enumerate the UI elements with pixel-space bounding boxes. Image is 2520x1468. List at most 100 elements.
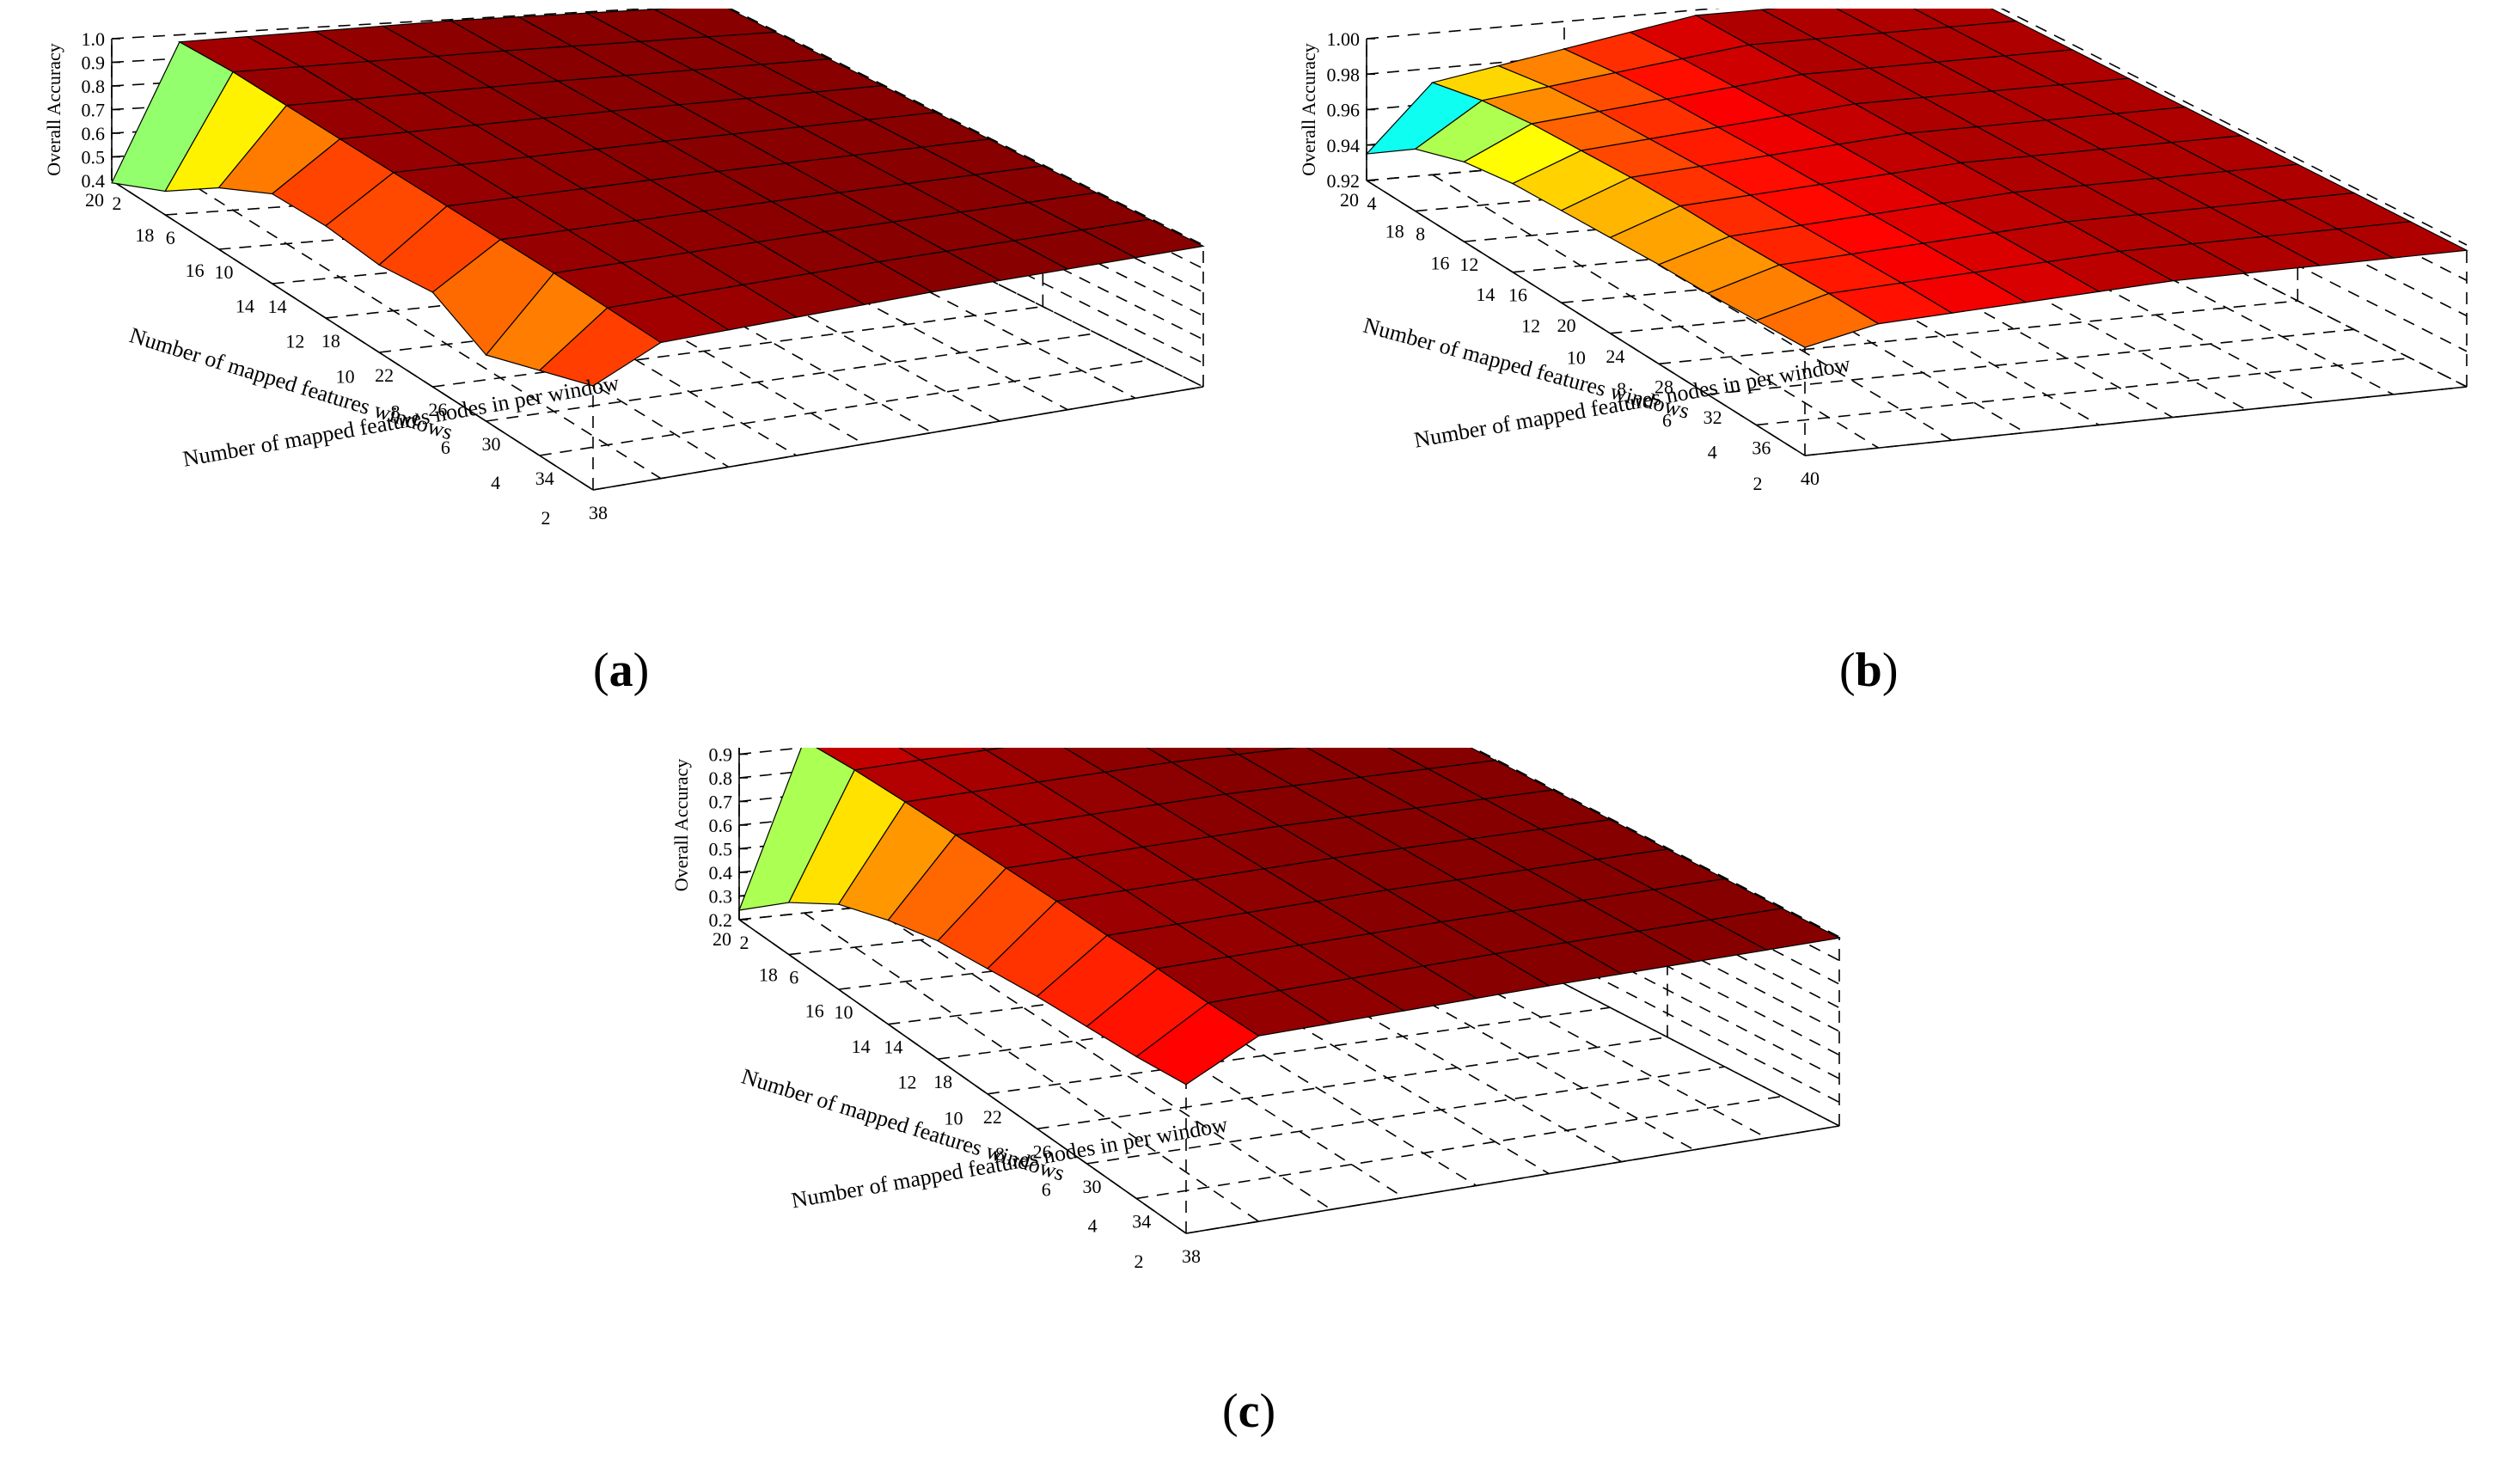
surface-plot-a: 0.40.50.60.70.80.91.02610141822263034382… <box>43 9 1205 529</box>
y-tick-label: 4 <box>1708 441 1717 462</box>
wall-grid-line <box>111 9 1204 246</box>
floor-grid-line <box>1037 1036 1668 1130</box>
x-tick-label: 24 <box>1606 346 1624 367</box>
y-tick-label: 6 <box>441 437 450 458</box>
floor-grid-line <box>1707 328 2354 395</box>
caption-b: (b) <box>1839 644 1899 697</box>
z-tick-label: 0.4 <box>82 170 106 192</box>
x-tick-label: 38 <box>1182 1245 1201 1267</box>
x-tick-label: 22 <box>983 1106 1002 1128</box>
y-tick-label: 10 <box>336 366 355 388</box>
z-axis-label: Overall Accuracy <box>1298 43 1319 176</box>
x-tick-label: 30 <box>1082 1176 1101 1197</box>
y-tick-label: 20 <box>85 189 104 211</box>
z-tick-label: 0.6 <box>82 123 106 144</box>
surface <box>111 9 1205 387</box>
y-tick-label: 16 <box>1431 252 1450 273</box>
y-tick-label: 18 <box>759 964 778 986</box>
y-tick-label: 4 <box>1088 1214 1098 1236</box>
x-tick-label: 18 <box>933 1071 952 1092</box>
chart-panel-a: 0.4 0.5 0.6 0.7 0.8 0.9 1.0 2 6 10 14 18 22 26 30 34 38 2… <box>17 9 1246 610</box>
wall-grid-line <box>1471 748 1840 938</box>
y-tick-label: 2 <box>1753 473 1763 494</box>
z-tick-label: 0.7 <box>82 100 106 121</box>
x-axis-line <box>1185 1125 1840 1234</box>
chart-panel-c: 0.20.30.40.50.60.70.80.91.02610141822263… <box>636 748 1874 1367</box>
y-tick-label: 8 <box>391 401 401 423</box>
surface <box>738 748 1841 1086</box>
z-axis-label: Overall Accuracy <box>43 43 64 176</box>
x-axis-line <box>1804 386 2468 456</box>
x-tick-label: 36 <box>1752 437 1771 458</box>
x-tick-label: 34 <box>1132 1210 1151 1232</box>
y-tick-label: 20 <box>713 928 731 950</box>
floor-grid-line <box>1136 1095 1783 1200</box>
y-tick-label: 16 <box>186 260 205 281</box>
y-tick-label: 2 <box>1135 1251 1144 1272</box>
x-tick-label: 28 <box>1655 376 1673 397</box>
z-tick-label: 0.96 <box>1327 100 1361 121</box>
surface-plot-c: 0.20.30.40.50.60.70.80.91.02610141822263… <box>670 748 1841 1272</box>
floor-grid-line <box>1658 300 2298 365</box>
x-axis-line <box>1366 180 1806 456</box>
y-tick-label: 6 <box>1662 410 1672 431</box>
z-tick-label: 1.0 <box>82 28 106 50</box>
y-tick-label: 10 <box>944 1107 963 1129</box>
y-tick-label: 2 <box>541 507 551 529</box>
x-axis-line <box>592 386 1204 491</box>
x-axis-line <box>111 180 594 491</box>
y-tick-label: 12 <box>898 1072 917 1093</box>
y-tick-label: 20 <box>1340 189 1359 211</box>
y-tick-label: 16 <box>805 1000 824 1021</box>
x-tick-label: 38 <box>589 502 608 523</box>
x-tick-label: 26 <box>428 399 447 420</box>
x-tick-label: 22 <box>375 364 394 386</box>
floor-grid-line <box>1258 866 1767 1139</box>
z-tick-label: 0.6 <box>709 815 733 836</box>
x-tick-label: 30 <box>482 433 501 455</box>
surface-patch <box>538 307 662 387</box>
x-tick-label: 6 <box>789 967 798 988</box>
floor-grid-line <box>804 912 1259 1222</box>
z-tick-label: 0.8 <box>709 768 733 789</box>
x-tick-label: 12 <box>1459 254 1478 275</box>
z-tick-label: 0.3 <box>709 886 733 908</box>
y-tick-label: 8 <box>1617 378 1626 400</box>
z-tick-label: 0.9 <box>82 52 106 74</box>
floor-grid-line <box>1086 1066 1725 1165</box>
surface-plot-b: 0.920.940.960.981.0048121620242832364024… <box>1298 9 2469 494</box>
x-tick-label: 34 <box>535 468 554 489</box>
x-tick-label: 4 <box>1367 193 1377 214</box>
x-tick-label: 26 <box>1033 1141 1052 1162</box>
z-tick-label: 0.5 <box>82 147 106 168</box>
z-tick-label: 0.7 <box>709 792 733 813</box>
floor-grid-line <box>1432 174 1879 449</box>
x-tick-label: 14 <box>268 296 287 317</box>
y-tick-label: 4 <box>491 472 500 493</box>
x-tick-label: 14 <box>884 1037 902 1058</box>
y-tick-label: 14 <box>1476 284 1495 305</box>
y-tick-label: 10 <box>1567 346 1586 368</box>
x-tick-label: 2 <box>740 932 749 953</box>
surface-patch <box>1135 1002 1260 1086</box>
x-tick-label: 8 <box>1416 223 1425 245</box>
z-tick-label: 0.4 <box>709 862 733 884</box>
y-tick-label: 14 <box>852 1036 871 1057</box>
y-tick-label: 6 <box>1042 1179 1051 1201</box>
x-tick-label: 2 <box>113 193 122 214</box>
y-tick-label: 12 <box>285 330 304 352</box>
x-tick-label: 32 <box>1703 407 1722 428</box>
z-tick-label: 0.2 <box>709 909 733 931</box>
z-tick-label: 0.8 <box>82 76 106 97</box>
z-tick-label: 0.9 <box>709 748 733 766</box>
x-tick-label: 20 <box>1557 315 1576 336</box>
z-tick-label: 0.5 <box>709 839 733 860</box>
floor-grid-line <box>987 1006 1611 1095</box>
surface-patch <box>1754 292 1880 348</box>
z-tick-label: 0.98 <box>1327 64 1361 85</box>
x-tick-label: 10 <box>835 1001 853 1023</box>
y-tick-label: 8 <box>995 1143 1005 1165</box>
wall-grid-line <box>1366 9 2468 246</box>
caption-c: (c) <box>1222 1385 1276 1438</box>
